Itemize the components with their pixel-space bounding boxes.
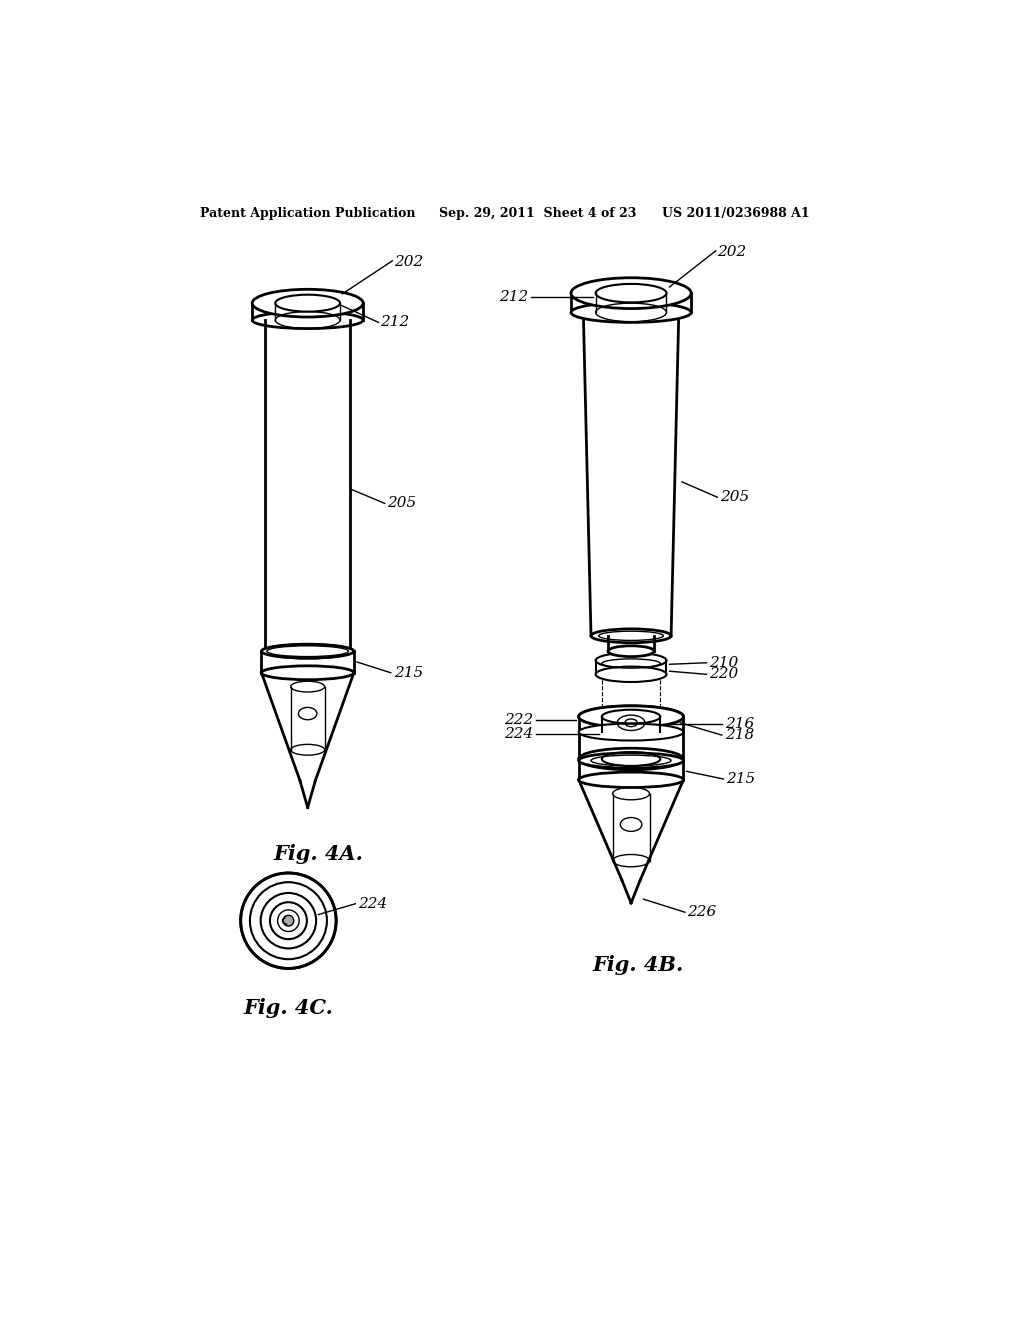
Text: 216: 216	[725, 717, 755, 731]
Ellipse shape	[596, 667, 667, 682]
Text: Fig. 4C.: Fig. 4C.	[244, 998, 334, 1019]
Text: US 2011/0236988 A1: US 2011/0236988 A1	[662, 207, 810, 220]
Text: 226: 226	[687, 906, 717, 919]
Ellipse shape	[571, 302, 691, 322]
Text: Fig. 4B.: Fig. 4B.	[593, 954, 684, 974]
Ellipse shape	[608, 645, 654, 656]
Text: 205: 205	[387, 496, 416, 511]
Text: Patent Application Publication: Patent Application Publication	[200, 207, 416, 220]
Ellipse shape	[252, 289, 364, 317]
Text: 220: 220	[709, 668, 738, 681]
Ellipse shape	[579, 723, 683, 741]
Ellipse shape	[571, 277, 691, 309]
Ellipse shape	[265, 644, 350, 659]
Ellipse shape	[579, 706, 683, 727]
Text: 215: 215	[727, 772, 756, 785]
Ellipse shape	[261, 665, 354, 680]
Text: 215: 215	[394, 665, 423, 680]
Text: 202: 202	[717, 246, 746, 259]
Ellipse shape	[241, 873, 336, 969]
Ellipse shape	[283, 915, 294, 927]
Text: Sep. 29, 2011  Sheet 4 of 23: Sep. 29, 2011 Sheet 4 of 23	[438, 207, 636, 220]
Ellipse shape	[579, 748, 683, 770]
Text: 224: 224	[357, 896, 387, 911]
Text: 224: 224	[504, 726, 534, 741]
Text: 212: 212	[499, 290, 527, 304]
Ellipse shape	[261, 644, 354, 659]
Ellipse shape	[579, 706, 683, 727]
Text: 212: 212	[380, 315, 410, 330]
Ellipse shape	[596, 653, 667, 668]
Text: 202: 202	[394, 255, 423, 269]
Ellipse shape	[579, 772, 683, 788]
Text: 222: 222	[504, 713, 534, 727]
Ellipse shape	[579, 752, 683, 768]
Text: Fig. 4A.: Fig. 4A.	[273, 843, 362, 863]
Text: 218: 218	[725, 729, 755, 742]
Text: 205: 205	[720, 490, 749, 504]
Ellipse shape	[591, 628, 671, 643]
Text: 210: 210	[709, 656, 738, 669]
